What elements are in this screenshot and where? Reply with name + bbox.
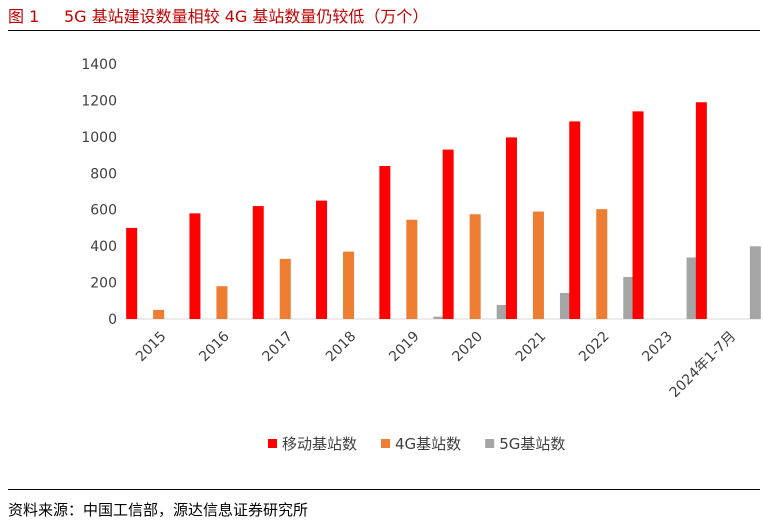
y-tick-label: 1400 [81, 57, 117, 73]
bar-3-2022 [623, 276, 635, 319]
bar-1-2020 [442, 149, 454, 319]
y-tick-label: 1000 [81, 130, 117, 146]
x-tick-label: 2016 [196, 328, 233, 365]
bar-2-2017 [279, 258, 291, 319]
bar-1-2022 [569, 121, 581, 319]
bar-1-2019 [379, 166, 391, 319]
bar-1-2021 [505, 137, 517, 319]
bar-3-2024年1-7月 [749, 246, 761, 319]
bar-3-2019 [433, 316, 445, 319]
legend-label-1: 移动基站数 [282, 435, 357, 453]
legend-label-3: 5G基站数 [499, 435, 565, 453]
bar-2-2015 [153, 309, 165, 319]
y-tick-label: 200 [90, 276, 117, 292]
x-tick-label: 2021 [513, 329, 550, 366]
title-rule [8, 30, 760, 31]
source-rule [8, 489, 760, 490]
bar-2-2018 [343, 251, 355, 319]
y-tick-label: 1200 [81, 93, 117, 109]
y-tick-label: 600 [90, 203, 117, 219]
bar-chart: 0 200 400 600 800 1000 1200 1400 2015 2016 2017 201… [81, 57, 761, 453]
bar-1-2023 [632, 111, 644, 319]
bar-2-2022 [596, 209, 608, 319]
x-tick-label: 2017 [260, 329, 297, 366]
bar-2-2021 [532, 211, 544, 319]
bar-1-2018 [316, 200, 328, 319]
bar-2-2019 [406, 219, 418, 319]
bar-3-2020 [496, 304, 508, 319]
chart-title: 图 1 5G 基站建设数量相较 4G 基站数量仍较低（万个） [8, 3, 428, 27]
x-tick-label: 2023 [639, 329, 676, 366]
legend-swatch-2 [381, 439, 391, 448]
bar-1-2017 [252, 206, 264, 319]
bar-2-2020 [469, 214, 481, 319]
figure-title: 5G 基站建设数量相较 4G 基站数量仍较低（万个） [64, 7, 429, 26]
x-tick-label: 2020 [449, 329, 486, 366]
figure-number: 图 1 [8, 7, 40, 26]
legend-swatch-1 [268, 439, 277, 448]
x-tick-label: 2019 [386, 329, 423, 366]
x-tick-label: 2022 [576, 329, 613, 366]
bar-1-2024年1-7月 [695, 102, 707, 319]
y-tick-label: 0 [108, 312, 117, 328]
bar-1-2016 [189, 213, 201, 319]
x-tick-label: 2015 [133, 329, 170, 366]
bar-1-2015 [126, 227, 138, 319]
legend-swatch-3 [485, 439, 495, 448]
bar-3-2023 [686, 257, 698, 319]
legend-label-2: 4G基站数 [395, 435, 461, 453]
bar-3-2021 [559, 292, 571, 319]
source-note: 资料来源：中国工信部，源达信息证券研究所 [8, 501, 309, 519]
y-tick-label: 400 [90, 239, 117, 255]
x-tick-label: 2024年1-7月 [667, 329, 739, 401]
x-tick-label: 2018 [323, 329, 360, 366]
bar-2-2016 [216, 286, 228, 319]
y-tick-label: 800 [90, 166, 117, 182]
